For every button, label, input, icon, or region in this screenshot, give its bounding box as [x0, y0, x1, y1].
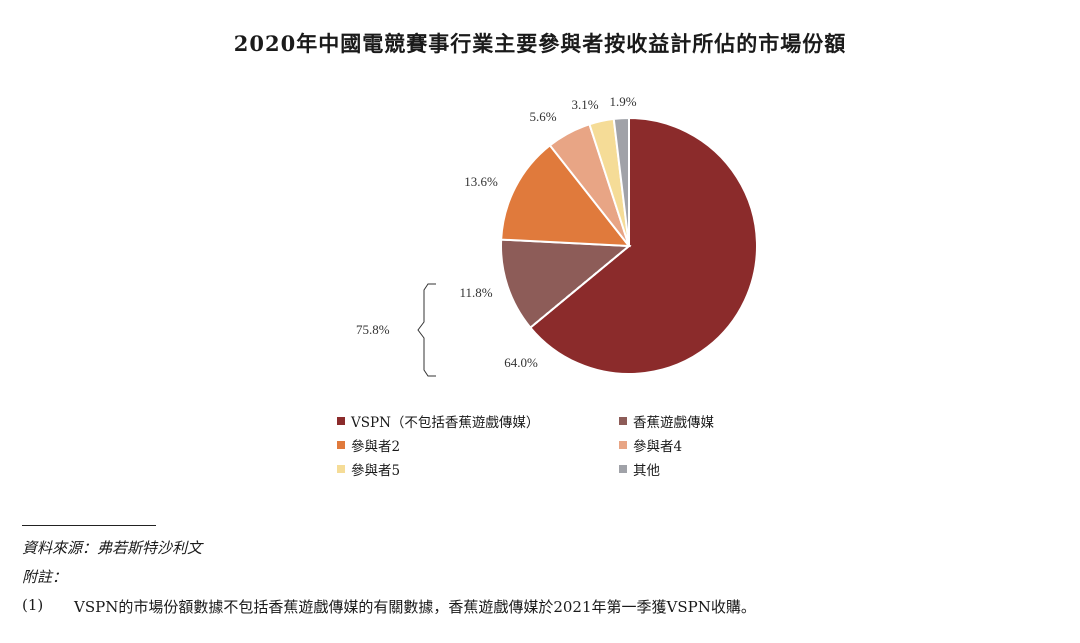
pie-slice-5	[612, 116, 630, 247]
pie-slice-2	[500, 143, 632, 248]
footnote-number: (1)	[22, 596, 44, 614]
pie-slice-0	[528, 116, 758, 375]
slice-label-0: 64.0%	[504, 355, 538, 370]
pie-slice-1	[500, 238, 632, 329]
legend-swatch	[619, 417, 627, 425]
legend-swatch	[337, 465, 345, 473]
legend-label: 香蕉遊戲傳媒	[633, 415, 714, 431]
legend-item-1: 香蕉遊戲傳媒	[619, 411, 819, 431]
chart-title: 2020年中國電競賽事行業主要參與者按收益計所佔的市場份額	[233, 31, 847, 56]
legend-label: 參與者2	[351, 439, 401, 455]
source-line: 資料來源：弗若斯特沙利文	[22, 539, 203, 557]
legend-swatch	[337, 417, 345, 425]
legend-swatch	[619, 441, 627, 449]
notes-heading: 附註：	[22, 568, 68, 586]
legend-label: 參與者5	[351, 463, 401, 479]
legend-item-4: 參與者5	[337, 459, 619, 479]
legend-label: VSPN（不包括香蕉遊戲傳媒）	[351, 415, 540, 431]
slice-label-4: 3.1%	[571, 97, 598, 112]
legend-label: 參與者4	[633, 439, 683, 455]
legend-label: 其他	[633, 463, 660, 479]
slice-label-1: 11.8%	[459, 285, 492, 300]
slice-label-5: 1.9%	[609, 94, 636, 109]
legend-item-0: VSPN（不包括香蕉遊戲傳媒）	[337, 411, 619, 431]
bracket-75-8	[417, 283, 436, 377]
legend-swatch	[619, 465, 627, 473]
slice-label-2: 13.6%	[464, 174, 498, 189]
legend-item-2: 參與者2	[337, 435, 619, 455]
legend-swatch	[337, 441, 345, 449]
bracket-label: 75.8%	[356, 322, 390, 337]
slice-divider-dashed	[529, 245, 630, 329]
slice-label-3: 5.6%	[529, 109, 556, 124]
footnote: (1) VSPN的市場份額數據不包括香蕉遊戲傳媒的有關數據，香蕉遊戲傳媒於202…	[22, 596, 1072, 617]
legend-item-5: 其他	[619, 459, 819, 479]
legend: VSPN（不包括香蕉遊戲傳媒） 香蕉遊戲傳媒參與者2 參與者4 參與者5 其他	[337, 411, 817, 479]
footnote-text: VSPN的市場份額數據不包括香蕉遊戲傳媒的有關數據，香蕉遊戲傳媒於2021年第一…	[74, 598, 756, 616]
legend-item-3: 參與者4	[619, 435, 819, 455]
footnote-rule	[22, 525, 156, 526]
